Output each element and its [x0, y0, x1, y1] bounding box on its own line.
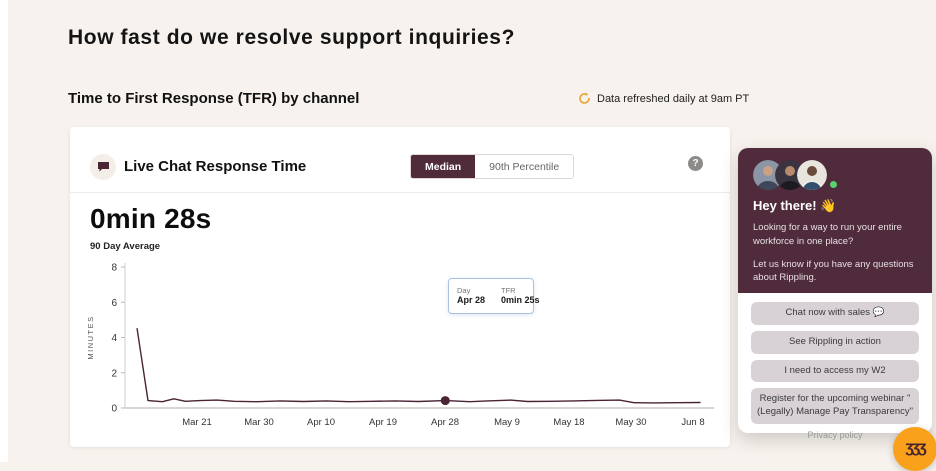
refresh-icon [578, 92, 591, 105]
svg-text:8: 8 [111, 263, 117, 274]
tfr-line-chart[interactable]: 0 2 4 6 8 MINUTES Mar 21 Mar 30 Apr 10 Apr 19 Apr … [80, 257, 724, 435]
tooltip-tfr-label: TFR [501, 285, 516, 295]
svg-text:Mar 30: Mar 30 [244, 417, 274, 428]
data-refresh-note: Data refreshed daily at 9am PT [578, 92, 749, 105]
tooltip-day-label: Day [457, 285, 471, 295]
chat-bubble-icon [90, 154, 116, 180]
tfr-chart-card: Live Chat Response Time Median 90th Perc… [70, 127, 730, 447]
svg-text:2: 2 [111, 368, 117, 379]
chat-launcher-button[interactable]: ʒʒʒ [893, 427, 936, 471]
page-title: How fast do we resolve support inquiries… [68, 26, 515, 49]
tooltip-tfr-value: 0min 25s [501, 295, 540, 306]
toggle-90th-percentile-button[interactable]: 90th Percentile [475, 155, 574, 178]
chat-message: Looking for a way to run your entire wor… [753, 222, 902, 247]
online-status-dot [829, 180, 838, 189]
chat-widget-header: Hey there! 👋 Looking for a way to run yo… [738, 148, 932, 293]
median-percentile-toggle: Median 90th Percentile [410, 154, 575, 179]
chat-greeting: Hey there! 👋 [753, 198, 837, 213]
tooltip-day-value: Apr 28 [457, 295, 486, 306]
chart-tooltip: Day Apr 28 TFR 0min 25s [448, 278, 540, 314]
see-rippling-in-action-button[interactable]: See Rippling in action [751, 330, 919, 354]
svg-text:May 18: May 18 [553, 417, 584, 428]
chat-widget: Hey there! 👋 Looking for a way to run yo… [738, 148, 932, 440]
avatar [775, 160, 805, 190]
avatar [797, 160, 827, 190]
svg-text:Apr 19: Apr 19 [369, 417, 397, 428]
chart-area[interactable]: 0 2 4 6 8 MINUTES Mar 21 Mar 30 Apr 10 Apr 19 Apr … [80, 257, 724, 435]
agent-avatars [753, 160, 839, 190]
register-webinar-button[interactable]: Register for the upcoming webinar "(Lega… [751, 388, 919, 425]
privacy-policy-link[interactable]: Privacy policy [807, 430, 863, 441]
toggle-median-button[interactable]: Median [411, 155, 476, 178]
help-icon[interactable]: ? [688, 156, 703, 171]
svg-text:MINUTES: MINUTES [86, 315, 95, 359]
svg-text:0: 0 [111, 404, 117, 415]
svg-text:May 9: May 9 [494, 417, 520, 428]
refresh-note-text: Data refreshed daily at 9am PT [597, 92, 750, 105]
svg-text:Jun 8: Jun 8 [681, 417, 704, 428]
chat-message: Let us know if you have any questions ab… [753, 258, 914, 284]
svg-text:Apr 28: Apr 28 [431, 417, 459, 428]
svg-text:6: 6 [111, 298, 117, 309]
svg-text:May 30: May 30 [615, 417, 646, 428]
svg-text:Apr 10: Apr 10 [307, 417, 335, 428]
card-header: Live Chat Response Time Median 90th Perc… [70, 127, 730, 193]
rippling-logo-icon: ʒʒʒ [905, 439, 926, 456]
stat-value: 0min 28s [90, 203, 212, 234]
highlight-point[interactable] [440, 396, 450, 406]
svg-text:Mar 21: Mar 21 [182, 417, 212, 428]
chat-now-with-sales-button[interactable]: Chat now with sales 💬 [751, 302, 919, 325]
card-title: Live Chat Response Time [124, 158, 307, 175]
svg-text:4: 4 [111, 333, 117, 344]
window-edge [0, 0, 8, 462]
stat-label: 90 Day Average [90, 241, 161, 252]
section-title: Time to First Response (TFR) by channel [68, 90, 360, 107]
access-w2-button[interactable]: I need to access my W2 [751, 359, 919, 383]
chat-widget-body: Chat now with sales 💬 See Rippling in ac… [738, 293, 932, 440]
avatar [753, 160, 783, 190]
